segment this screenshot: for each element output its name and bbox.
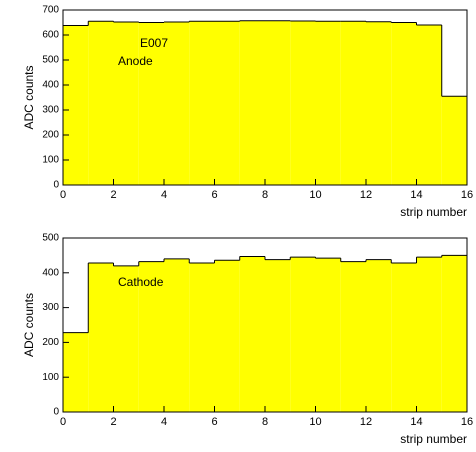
bar [441,96,467,185]
bar [138,261,164,412]
x-tick-label: 10 [309,416,321,428]
y-tick-label: 700 [42,5,59,16]
bar [265,259,291,412]
annotation: Cathode [118,275,164,289]
bar [189,263,215,412]
bar [239,256,265,412]
bar [416,257,442,412]
y-tick-label: 600 [42,30,59,41]
bar [366,21,392,185]
x-tick-label: 14 [410,189,422,201]
x-tick-label: 6 [211,416,217,428]
bar [214,21,240,185]
x-axis-label: strip number [400,205,467,219]
y-tick-label: 300 [42,302,59,313]
bar [239,20,265,185]
x-tick-label: 6 [211,189,217,201]
x-tick-label: 8 [262,189,268,201]
bar [138,22,164,185]
y-tick-label: 100 [42,155,59,166]
x-tick-label: 16 [461,416,473,428]
bar [214,260,240,412]
y-axis-label: ADC counts [22,65,36,129]
annotation: Anode [118,54,153,68]
bar [340,21,366,185]
y-tick-label: 500 [42,55,59,66]
y-tick-label: 100 [42,372,59,383]
bar [391,22,417,185]
y-tick-label: 200 [42,130,59,141]
y-tick-label: 0 [53,180,59,191]
bar [88,263,114,412]
bar [63,332,89,412]
bar [416,25,442,185]
bar [164,258,190,412]
annotation: E007 [140,36,168,50]
x-axis-label: strip number [400,432,467,446]
bar [340,261,366,412]
bar [315,258,341,412]
y-tick-label: 300 [42,105,59,116]
y-tick-label: 0 [53,407,59,418]
bar [113,22,139,185]
bar [113,265,139,412]
x-tick-label: 10 [309,189,321,201]
y-tick-label: 400 [42,80,59,91]
bar [290,21,316,185]
bar [189,21,215,185]
y-tick-label: 400 [42,267,59,278]
x-tick-label: 0 [60,416,66,428]
bar [290,257,316,412]
x-tick-label: 4 [161,189,167,201]
x-tick-label: 12 [360,416,372,428]
bar [265,20,291,185]
bar [88,21,114,185]
bar [391,263,417,412]
bar [441,255,467,412]
x-tick-label: 16 [461,189,473,201]
x-tick-label: 12 [360,189,372,201]
x-tick-label: 4 [161,416,167,428]
bar [164,22,190,185]
x-tick-label: 2 [110,189,116,201]
y-tick-label: 500 [42,233,59,244]
y-axis-label: ADC counts [22,293,36,357]
x-tick-label: 8 [262,416,268,428]
bar [315,21,341,185]
bar [366,259,392,412]
x-tick-label: 0 [60,189,66,201]
x-tick-label: 14 [410,416,422,428]
bar [63,25,89,185]
x-tick-label: 2 [110,416,116,428]
y-tick-label: 200 [42,337,59,348]
